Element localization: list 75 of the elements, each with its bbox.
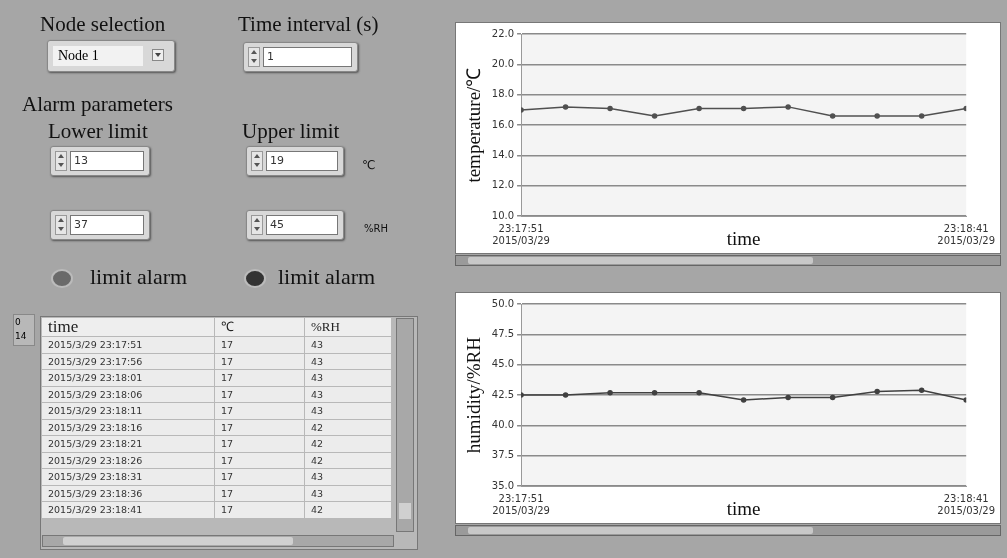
text: Alarm parameters xyxy=(22,92,174,116)
x-tick-label: 23:18:41 2015/03/29 xyxy=(937,492,995,516)
y-tick-label: 47.5 xyxy=(491,327,515,339)
y-tick-label: 50.0 xyxy=(491,297,515,309)
text: 2015/3/29 23:18:16 xyxy=(42,419,214,435)
y-tick-label: 40.0 xyxy=(491,419,515,431)
y-tick-label: 22.0 xyxy=(491,27,515,39)
text: 43 xyxy=(305,353,391,369)
text: 17 xyxy=(215,485,304,501)
text: 2015/3/29 23:18:06 xyxy=(42,386,214,402)
text: 43 xyxy=(305,469,391,485)
text: 17 xyxy=(215,370,304,386)
y-tick-label: 12.0 xyxy=(491,179,515,191)
y-tick-label: 35.0 xyxy=(491,479,515,491)
text: 42 xyxy=(305,419,391,435)
text: ℃ xyxy=(362,158,376,172)
text: 42 xyxy=(305,452,391,468)
text: Node selection xyxy=(40,12,166,36)
text: 2015/3/29 23:18:26 xyxy=(42,452,214,468)
text: 43 xyxy=(305,403,391,419)
text: 17 xyxy=(215,502,304,518)
text: 17 xyxy=(215,403,304,419)
text: Time interval (s) xyxy=(238,12,379,36)
text: 2015/3/29 23:18:01 xyxy=(42,370,214,386)
text: 2015/3/29 23:18:31 xyxy=(42,469,214,485)
y-tick-label: 37.5 xyxy=(491,449,515,461)
text: 43 xyxy=(305,370,391,386)
text: 17 xyxy=(215,452,304,468)
x-tick-label: 23:17:51 2015/03/29 xyxy=(492,492,550,516)
text: 43 xyxy=(305,485,391,501)
text: 42 xyxy=(305,502,391,518)
y-tick-label: 20.0 xyxy=(491,57,515,69)
text: limit alarm xyxy=(278,264,376,289)
text: Lower limit xyxy=(48,119,148,143)
text: time xyxy=(42,317,214,336)
text: Upper limit xyxy=(242,119,340,143)
text: 2015/3/29 23:18:41 xyxy=(42,502,214,518)
y-axis-title: humidity/%RH xyxy=(463,336,485,454)
text: 42 xyxy=(305,436,391,452)
text: 14 xyxy=(15,330,28,343)
text: 2015/3/29 23:17:51 xyxy=(42,337,214,353)
text: 2015/3/29 23:18:21 xyxy=(42,436,214,452)
text: 0 xyxy=(15,316,22,329)
text: ℃ xyxy=(215,318,304,336)
text: %RH xyxy=(305,318,391,336)
text: 2015/3/29 23:18:11 xyxy=(42,403,214,419)
x-axis-title: time xyxy=(726,227,761,249)
y-tick-label: 16.0 xyxy=(491,118,515,130)
y-tick-label: 42.5 xyxy=(491,388,515,400)
text: %RH xyxy=(364,223,388,234)
text: 17 xyxy=(215,353,304,369)
x-axis-title: time xyxy=(726,497,761,519)
y-tick-label: 14.0 xyxy=(491,149,515,161)
text: 13 xyxy=(70,151,144,171)
text: 2015/3/29 23:18:36 xyxy=(42,485,214,501)
text: 19 xyxy=(266,151,338,171)
text: 17 xyxy=(215,386,304,402)
y-axis-title: temperature/℃ xyxy=(463,67,485,183)
text: 17 xyxy=(215,337,304,353)
y-tick-label: 18.0 xyxy=(491,88,515,100)
text: 43 xyxy=(305,337,391,353)
text: 43 xyxy=(305,386,391,402)
text: 17 xyxy=(215,436,304,452)
x-tick-label: 23:17:51 2015/03/29 xyxy=(492,222,550,246)
x-tick-label: 23:18:41 2015/03/29 xyxy=(937,222,995,246)
y-tick-label: 10.0 xyxy=(491,209,515,221)
y-tick-label: 45.0 xyxy=(491,358,515,370)
text: 1 xyxy=(263,47,352,67)
text: 17 xyxy=(215,469,304,485)
text: 17 xyxy=(215,419,304,435)
text: 37 xyxy=(70,215,144,235)
text: Node 1 xyxy=(53,46,143,66)
text: limit alarm xyxy=(90,264,188,289)
text: 45 xyxy=(266,215,338,235)
text: 2015/3/29 23:17:56 xyxy=(42,353,214,369)
